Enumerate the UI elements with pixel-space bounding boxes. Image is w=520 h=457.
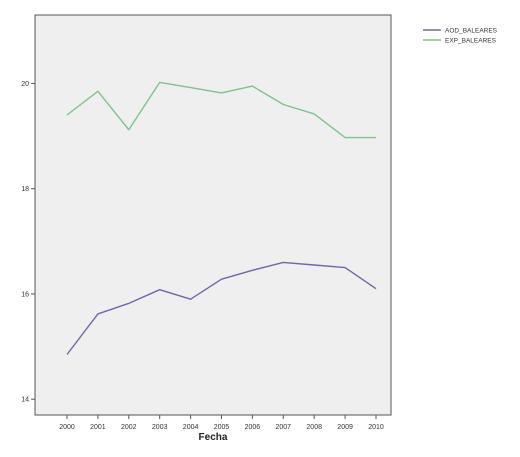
series-line-exp-baleares bbox=[66, 81, 376, 139]
x-axis-ticks: 2000 2001 2002 2003 2004 2005 2006 2007 2008 2009… bbox=[59, 415, 384, 431]
y-tick-label: 20 bbox=[21, 81, 29, 88]
x-tick-label: 2002 bbox=[121, 424, 137, 431]
x-tick-label: 2003 bbox=[152, 424, 168, 431]
x-tick-label: 2005 bbox=[214, 424, 230, 431]
x-tick-label: 2004 bbox=[183, 424, 199, 431]
x-tick-label: 2008 bbox=[306, 424, 322, 431]
series-line-aod-baleares bbox=[66, 261, 377, 355]
y-tick-label: 16 bbox=[21, 291, 29, 298]
y-tick-label: 18 bbox=[21, 186, 29, 193]
x-tick-label: 2001 bbox=[90, 424, 106, 431]
legend: AOD_BALEARES EXP_BALEARES bbox=[423, 27, 498, 44]
y-tick-label: 14 bbox=[21, 397, 29, 404]
x-tick-label: 2010 bbox=[368, 424, 384, 431]
x-tick-label: 2000 bbox=[59, 424, 75, 431]
legend-label: AOD_BALEARES bbox=[445, 27, 498, 34]
x-tick-label: 2009 bbox=[337, 424, 353, 431]
legend-label: EXP_BALEARES bbox=[445, 37, 497, 44]
y-axis-ticks: 14 16 18 20 bbox=[21, 81, 35, 404]
x-axis-title: Fecha bbox=[199, 432, 228, 443]
x-tick-label: 2006 bbox=[245, 424, 261, 431]
series-lines bbox=[66, 81, 377, 355]
x-tick-label: 2007 bbox=[276, 424, 292, 431]
plot-area bbox=[34, 14, 392, 416]
